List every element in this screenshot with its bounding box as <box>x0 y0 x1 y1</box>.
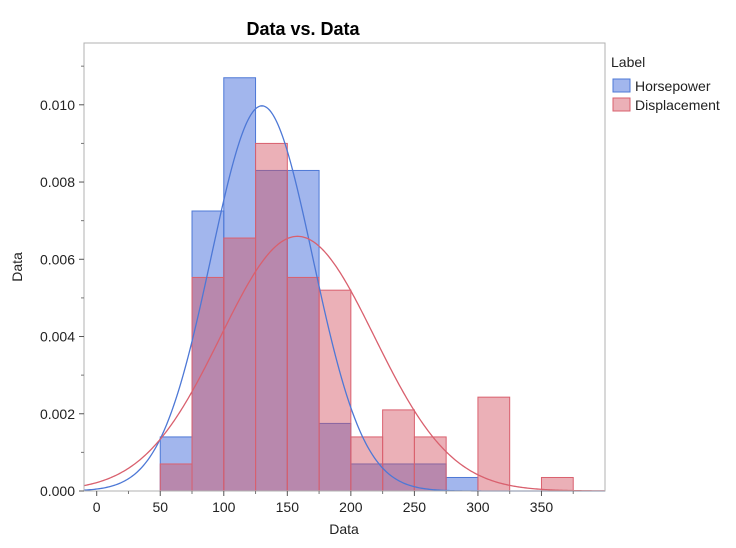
y-tick-label-3: 0.006 <box>40 251 75 267</box>
x-tick-label-300: 300 <box>466 499 490 515</box>
x-tick-label-150: 150 <box>276 499 300 515</box>
bar-displacement-100 <box>223 237 257 492</box>
x-tick-label-250: 250 <box>403 499 427 515</box>
bars-layer <box>159 77 574 492</box>
bar-displacement-125 <box>255 142 288 492</box>
x-tick-label-350: 350 <box>530 499 554 515</box>
x-axis-label: Data <box>329 521 359 537</box>
x-tick-label-0: 0 <box>93 499 101 515</box>
y-tick-label-1: 0.002 <box>40 406 75 422</box>
y-axis-label: Data <box>9 252 25 282</box>
bar-displacement-75 <box>191 276 225 492</box>
bar-displacement-50 <box>159 463 193 492</box>
normal-curve-displacement <box>83 235 605 492</box>
bar-horsepower-100 <box>223 77 257 492</box>
x-axis: 0 50 100 150 200 250 300 350 <box>93 491 574 515</box>
x-tick-label-50: 50 <box>152 499 168 515</box>
bar-horsepower-275 <box>445 476 479 492</box>
legend-swatch-horsepower <box>612 78 631 93</box>
x-tick-label-100: 100 <box>212 499 236 515</box>
legend-label-horsepower: Horsepower <box>635 78 711 94</box>
legend-swatch-displacement <box>612 97 631 112</box>
legend-title: Label <box>611 54 645 70</box>
bar-displacement-300 <box>477 396 511 492</box>
y-tick-label-0: 0.000 <box>40 483 75 499</box>
x-tick-label-200: 200 <box>339 499 363 515</box>
plot-frame <box>83 42 606 492</box>
bar-displacement-250 <box>413 436 447 492</box>
bar-displacement-225 <box>382 409 415 492</box>
chart-title: Data vs. Data <box>246 19 360 39</box>
y-tick-label-5: 0.010 <box>40 97 75 113</box>
bar-displacement-350 <box>540 476 574 492</box>
bar-horsepower-75 <box>191 210 225 492</box>
y-axis: 0.000 0.002 0.004 0.006 0.008 0.010 <box>40 65 84 499</box>
legend-label-displacement: Displacement <box>635 97 720 113</box>
bar-displacement-175 <box>318 289 352 492</box>
y-tick-label-2: 0.004 <box>40 329 75 345</box>
legend: Label Horsepower Displacement <box>611 54 720 113</box>
bar-displacement-150 <box>286 276 320 492</box>
y-tick-label-4: 0.008 <box>40 174 75 190</box>
